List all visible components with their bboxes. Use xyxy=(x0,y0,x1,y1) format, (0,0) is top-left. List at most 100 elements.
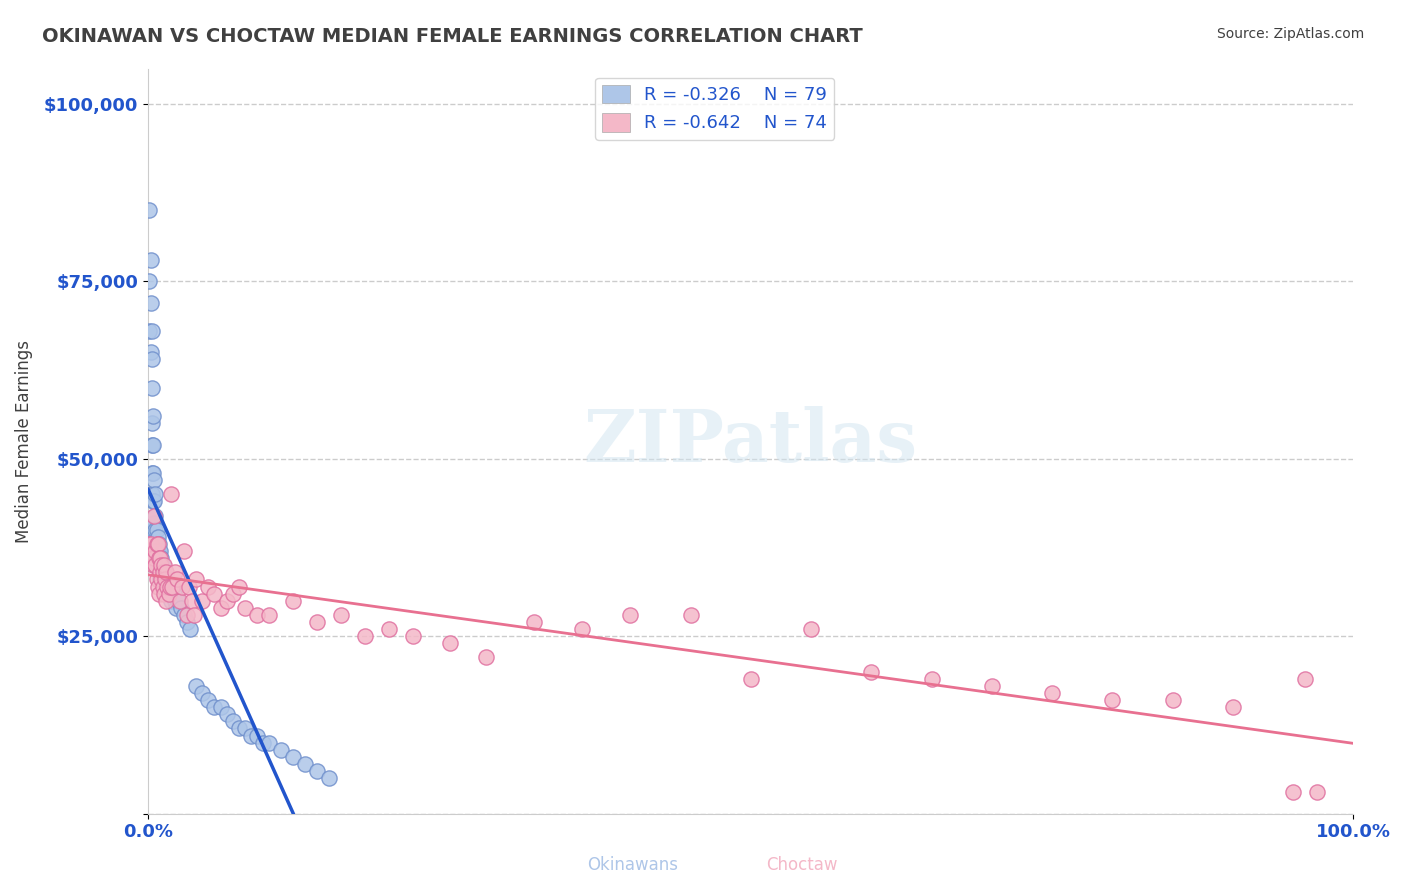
Point xyxy=(145,558,167,573)
Point xyxy=(163,566,186,580)
Point xyxy=(523,615,546,629)
Point xyxy=(138,274,160,288)
Point xyxy=(1040,686,1063,700)
Point xyxy=(142,437,165,451)
Point xyxy=(170,600,193,615)
Point xyxy=(145,508,167,523)
Point xyxy=(149,566,172,580)
Point xyxy=(148,551,170,566)
Point xyxy=(378,622,401,636)
Point xyxy=(142,409,165,424)
Point xyxy=(141,352,163,367)
Point xyxy=(159,580,181,594)
Point xyxy=(145,523,167,537)
Point xyxy=(156,573,179,587)
Point xyxy=(163,593,186,607)
Point xyxy=(141,551,163,566)
Point xyxy=(143,494,166,508)
Point xyxy=(148,551,170,566)
Point xyxy=(155,580,177,594)
Point xyxy=(145,487,167,501)
Point xyxy=(149,551,172,566)
Point xyxy=(150,566,173,580)
Point xyxy=(145,551,167,566)
Point xyxy=(176,607,198,622)
Point xyxy=(145,537,167,551)
Point xyxy=(138,324,160,338)
Text: Choctaw: Choctaw xyxy=(766,856,837,874)
Point xyxy=(157,586,180,600)
Point xyxy=(142,466,165,480)
Point xyxy=(153,573,176,587)
Point xyxy=(141,324,163,338)
Point xyxy=(152,566,174,580)
Point xyxy=(141,381,163,395)
Point xyxy=(145,537,167,551)
Point xyxy=(142,558,165,573)
Point xyxy=(439,636,461,650)
Point xyxy=(150,558,173,573)
Text: ZIPatlas: ZIPatlas xyxy=(583,406,918,476)
Point xyxy=(138,537,160,551)
Point xyxy=(228,580,250,594)
Point xyxy=(186,679,208,693)
Point xyxy=(155,566,177,580)
Point xyxy=(197,580,219,594)
Point xyxy=(215,707,238,722)
Point xyxy=(330,607,353,622)
Point xyxy=(221,586,243,600)
Point xyxy=(257,607,280,622)
Point xyxy=(145,558,167,573)
Point xyxy=(160,593,183,607)
Point xyxy=(354,629,377,643)
Point xyxy=(156,580,179,594)
Point xyxy=(257,736,280,750)
Text: Source: ZipAtlas.com: Source: ZipAtlas.com xyxy=(1216,27,1364,41)
Point xyxy=(179,580,201,594)
Point xyxy=(191,593,214,607)
Point xyxy=(139,253,162,268)
Point xyxy=(141,417,163,431)
Point xyxy=(155,586,177,600)
Point xyxy=(169,593,191,607)
Text: Okinawans: Okinawans xyxy=(588,856,678,874)
Point xyxy=(860,665,883,679)
Point xyxy=(150,573,173,587)
Point xyxy=(246,607,269,622)
Point xyxy=(800,622,823,636)
Point xyxy=(197,693,219,707)
Point xyxy=(173,544,195,558)
Point xyxy=(149,544,172,558)
Point xyxy=(170,580,193,594)
Point xyxy=(1101,693,1123,707)
Point xyxy=(149,573,172,587)
Point xyxy=(233,600,256,615)
Point xyxy=(143,551,166,566)
Point xyxy=(167,593,190,607)
Point xyxy=(160,487,183,501)
Point xyxy=(153,586,176,600)
Point xyxy=(138,203,160,218)
Point xyxy=(141,466,163,480)
Point xyxy=(1161,693,1184,707)
Point xyxy=(305,764,328,778)
Point xyxy=(139,345,162,359)
Point xyxy=(402,629,425,643)
Y-axis label: Median Female Earnings: Median Female Earnings xyxy=(15,340,32,542)
Point xyxy=(146,537,169,551)
Point xyxy=(166,573,188,587)
Point xyxy=(142,523,165,537)
Point xyxy=(141,437,163,451)
Point xyxy=(228,722,250,736)
Point xyxy=(145,573,167,587)
Point xyxy=(153,566,176,580)
Point xyxy=(571,622,593,636)
Point xyxy=(152,580,174,594)
Point xyxy=(152,558,174,573)
Point xyxy=(209,700,232,714)
Point xyxy=(980,679,1002,693)
Point xyxy=(183,607,205,622)
Point xyxy=(153,580,176,594)
Point xyxy=(152,573,174,587)
Point xyxy=(149,558,172,573)
